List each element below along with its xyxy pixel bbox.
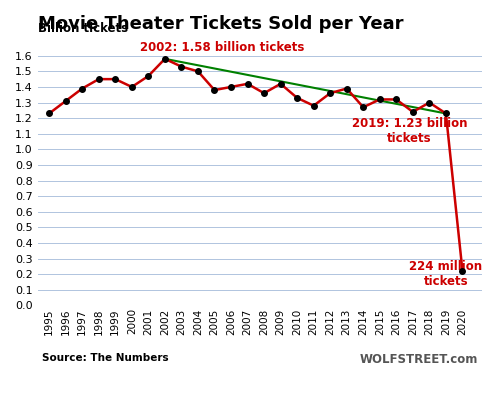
- Text: WOLFSTREET.com: WOLFSTREET.com: [359, 353, 477, 366]
- Text: Source: The Numbers: Source: The Numbers: [42, 353, 168, 363]
- Text: 2002: 1.58 billion tickets: 2002: 1.58 billion tickets: [140, 41, 304, 54]
- Text: Movie Theater Tickets Sold per Year: Movie Theater Tickets Sold per Year: [38, 15, 402, 33]
- Text: Billion tickets: Billion tickets: [38, 22, 127, 35]
- Text: 224 million
tickets: 224 million tickets: [408, 260, 481, 288]
- Text: 2019: 1.23 billion
tickets: 2019: 1.23 billion tickets: [351, 113, 466, 145]
